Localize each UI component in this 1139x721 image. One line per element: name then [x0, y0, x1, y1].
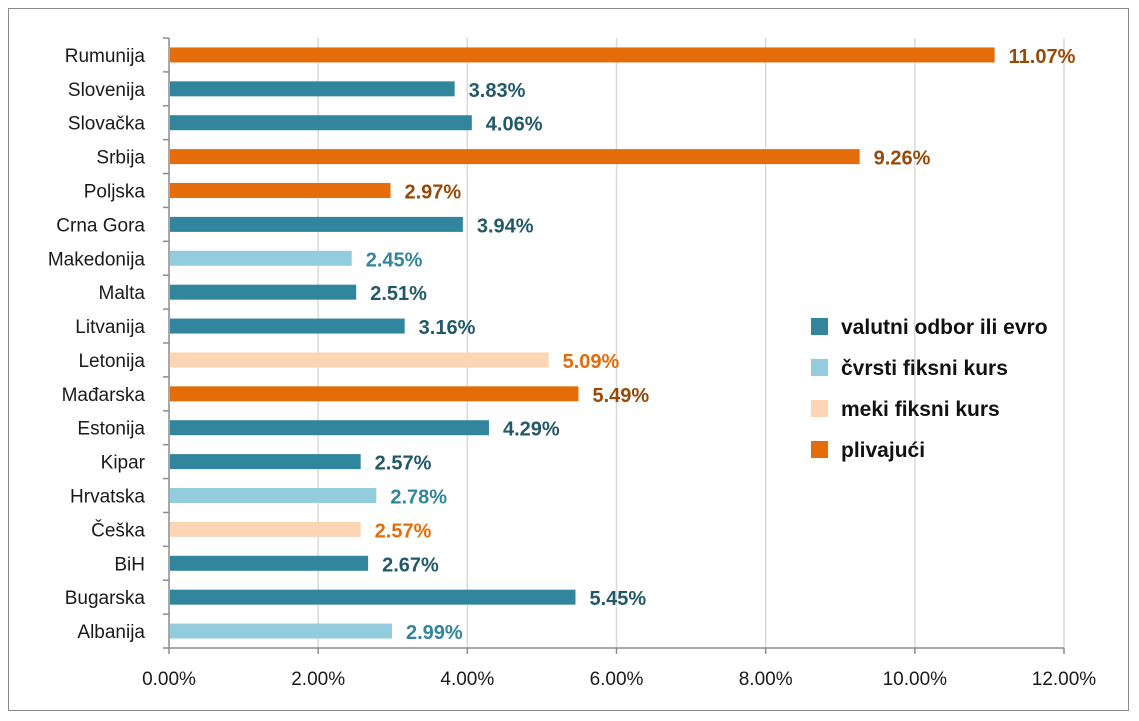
data-label: 2.99% [406, 622, 463, 644]
bar-5 [170, 183, 391, 198]
category-label: Albanija [77, 622, 145, 643]
category-label: Rumunija [65, 46, 146, 67]
bar-14 [170, 488, 377, 503]
data-label: 5.45% [589, 588, 646, 610]
data-label: 3.94% [477, 215, 534, 237]
x-tick-label: 12.00% [1032, 669, 1097, 690]
bar-4 [170, 149, 860, 165]
data-label: 2.57% [375, 453, 432, 475]
category-label: Crna Gora [56, 215, 145, 236]
data-label: 2.67% [382, 554, 439, 576]
bar-8 [170, 284, 357, 300]
category-label: Litvanija [75, 317, 145, 338]
legend-swatch [811, 318, 828, 335]
category-label: Hrvatska [70, 487, 145, 508]
data-label: 2.45% [366, 249, 423, 271]
legend-label: čvrsti fiksni kurs [841, 357, 1008, 380]
category-label: Češka [91, 519, 145, 541]
x-tick-label: 0.00% [142, 669, 196, 690]
bar-6 [170, 216, 463, 232]
bar-17 [170, 589, 576, 605]
bar-9 [170, 318, 405, 334]
category-label: Mađarska [62, 385, 146, 406]
data-label: 4.06% [486, 114, 543, 136]
x-tick-label: 6.00% [590, 669, 644, 690]
data-label: 2.51% [370, 283, 427, 305]
data-label: 11.07% [1009, 46, 1076, 68]
category-label: Malta [99, 283, 146, 304]
data-label: 4.29% [503, 419, 560, 441]
legend-swatch [811, 400, 828, 417]
bar-15 [170, 521, 361, 537]
data-label: 3.83% [469, 80, 526, 102]
data-label: 3.16% [419, 317, 476, 339]
data-label: 5.49% [592, 385, 649, 407]
data-label: 9.26% [874, 148, 931, 170]
data-label: 2.78% [390, 487, 447, 509]
data-label: 5.09% [563, 351, 620, 373]
category-label: BiH [114, 554, 145, 575]
bar-10 [170, 352, 549, 368]
x-tick-label: 2.00% [291, 669, 345, 690]
x-tick-label: 4.00% [440, 669, 494, 690]
category-label: Poljska [84, 182, 146, 203]
bar-12 [170, 420, 489, 436]
legend-label: plivajući [841, 439, 925, 462]
data-label: 2.57% [375, 520, 432, 542]
bar-3 [170, 115, 472, 131]
category-label: Letonija [78, 351, 145, 372]
legend-swatch [811, 359, 828, 376]
category-label: Makedonija [48, 249, 146, 270]
category-label: Estonija [77, 419, 145, 440]
legend-swatch [811, 441, 828, 458]
bar-16 [170, 555, 369, 571]
category-label: Srbija [96, 148, 145, 169]
bar-2 [170, 81, 455, 97]
bar-7 [170, 250, 352, 266]
category-label: Kipar [101, 453, 146, 474]
x-tick-label: 10.00% [883, 669, 948, 690]
category-label: Slovačka [68, 114, 146, 135]
bar-13 [170, 454, 361, 470]
x-tick-label: 8.00% [739, 669, 793, 690]
bar-11 [170, 386, 579, 402]
legend-label: valutni odbor ili evro [841, 316, 1048, 339]
legend-label: meki fiksni kurs [841, 398, 1000, 421]
data-label: 2.97% [405, 182, 462, 204]
bar-18 [170, 623, 393, 639]
bar-1 [170, 47, 995, 63]
category-label: Slovenija [68, 80, 146, 101]
category-label: Bugarska [65, 588, 146, 609]
